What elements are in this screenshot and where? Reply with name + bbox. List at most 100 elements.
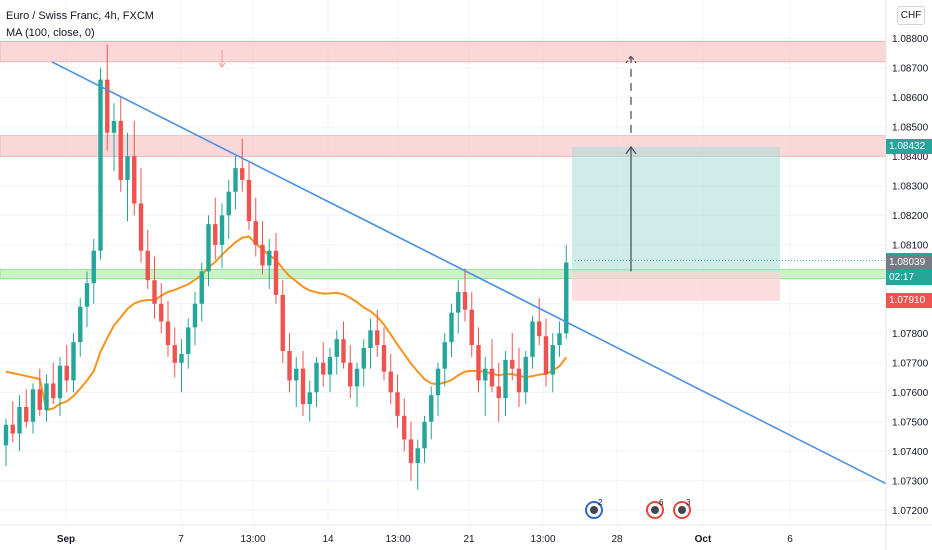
candle-body [557,333,562,346]
candle-body [145,250,150,281]
y-tick-label: 1.07400 [892,447,929,458]
candle-body [388,371,393,393]
candle-body [37,389,42,410]
y-tick-label: 1.08300 [892,181,929,192]
candle-body [300,368,306,405]
candle-body [469,309,474,346]
candle-body [91,250,96,284]
candle-body [24,407,29,422]
candle-body [375,330,380,346]
event-icon[interactable]: 2 [584,498,604,520]
candle-body [483,368,488,381]
y-tick-label: 1.07800 [892,329,929,340]
chart-legend: Euro / Swiss Franc, 4h, FXCM MA (100, cl… [6,8,154,42]
candle-body [105,79,110,133]
candle-body [267,250,272,266]
trendline [51,61,887,485]
candle-body [98,79,103,251]
candle-body [314,362,319,393]
candle-body [213,224,218,245]
position-target-box [572,146,780,272]
candle-body [118,120,123,180]
indicator-label: MA (100, close, 0) [6,27,95,39]
x-tick-label: 13:00 [385,534,410,545]
candle-body [327,356,333,375]
candle-body [138,203,144,251]
currency-button[interactable]: CHF [897,6,925,25]
x-tick-label: 21 [463,534,475,545]
zone-marker-head [218,62,226,68]
y-tick-label: 1.08600 [892,93,929,104]
candle-body [172,345,177,363]
y-tick-label: 1.08700 [892,63,929,74]
candle-body [17,407,22,434]
candle-body [246,179,252,222]
x-tick-label: 13:00 [240,534,265,545]
price-zones [0,40,887,301]
candle-body [321,362,326,375]
price-tag: 1.08039 [886,255,932,271]
candle-body [442,342,447,369]
candle-body [395,392,400,416]
candle-body [537,321,542,337]
candle-body [368,330,373,349]
candle-body [186,327,191,354]
candle-body [260,244,265,266]
price-tag: 02:17 [886,269,932,285]
x-tick-label: 6 [787,534,793,545]
candle-body [415,448,420,464]
candle-body [422,421,427,449]
candle-body [516,368,522,393]
candle-body [179,353,184,363]
candle-body [132,156,137,204]
x-tick-label: Sep [57,534,75,545]
candle-body [152,280,157,304]
y-tick-label: 1.08100 [892,240,929,251]
candle-body [206,224,211,272]
candle-body [530,321,535,357]
candle-body [361,348,366,369]
candle-body [273,250,279,295]
time-axis: Sep 7 13:00 14 13:00 21 13:00 28 Oct 6 [0,524,932,545]
y-tick-label: 1.08800 [892,34,929,45]
position-stop-box [572,271,780,301]
candle-body [381,345,387,372]
candle-body [489,368,495,387]
candle-body [192,303,198,328]
candle-body [64,365,69,381]
x-tick-label: 28 [611,534,623,545]
y-tick-label: 1.07300 [892,476,929,487]
candle-body [503,359,508,399]
candle-body [240,168,245,180]
price-tag: 1.07910 [886,293,932,309]
y-tick-label: 1.07500 [892,417,929,428]
event-count: 2 [598,498,603,507]
moving-average-layer [5,235,568,412]
candle-body [287,350,292,381]
event-icon[interactable]: 6 [645,498,665,520]
event-icon[interactable]: 3 [672,498,692,520]
candle-body [199,271,204,304]
candle-body [543,336,549,375]
x-tick-label: 7 [178,534,184,545]
candle-body [10,424,15,434]
candle-body [341,339,346,363]
candle-body [550,345,555,375]
candle-body [44,383,49,410]
candle-body [510,359,515,369]
candle-body [280,294,285,351]
y-tick-label: 1.07700 [892,358,929,369]
candle-body [78,306,83,343]
y-tick-label: 1.07200 [892,506,929,517]
candle-body [449,312,454,343]
y-tick-label: 1.07600 [892,388,929,399]
projection-arrow-head [625,55,637,64]
candle-body [3,424,9,446]
x-tick-label: 13:00 [530,534,555,545]
symbol-title: Euro / Swiss Franc, 4h, FXCM [6,10,154,22]
candle-body [219,215,225,245]
candle-body [233,168,238,192]
candle-body [51,383,56,399]
target-arrow-head [625,145,637,155]
